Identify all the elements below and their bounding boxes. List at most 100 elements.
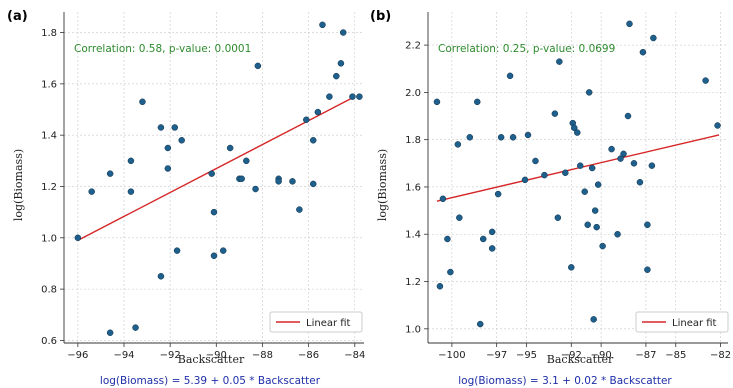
data-point	[494, 190, 502, 198]
x-tick-label: −95	[516, 350, 537, 361]
data-point	[639, 48, 647, 56]
data-point	[584, 221, 591, 229]
data-point	[574, 129, 581, 136]
data-point	[571, 124, 578, 132]
data-point	[447, 268, 454, 276]
data-point	[444, 235, 451, 243]
data-point	[208, 170, 215, 177]
data-point	[326, 93, 333, 100]
y-tick-label: 0.8	[41, 285, 57, 296]
data-point	[568, 264, 575, 271]
legend-a: Linear fit	[269, 311, 363, 333]
y-tick-label: 1.0	[41, 233, 57, 244]
legend-label-a: Linear fit	[306, 318, 351, 329]
data-point	[88, 188, 95, 195]
chart-panel-b: (b) −100 −97 −95 −92 −90 −87 −85 −82 1.0 1.2 1.4 1.…	[370, 9, 731, 387]
data-point	[556, 58, 563, 65]
data-point	[339, 29, 347, 36]
x-tick-label: −90	[591, 350, 612, 361]
data-point	[714, 122, 721, 129]
data-point	[173, 247, 181, 254]
data-point	[243, 157, 250, 165]
x-tick-label: −84	[344, 350, 365, 361]
data-point	[702, 77, 709, 84]
legend-label-b: Linear fit	[672, 318, 717, 329]
data-point	[456, 214, 463, 221]
ticks-b: −100 −97 −95 −92 −90 −87 −85 −82 1.0 1.2 1.4 1.6 1.8…	[405, 41, 731, 361]
x-tick-label: −92	[561, 350, 582, 361]
data-point	[599, 242, 606, 250]
x-tick-label: −90	[206, 350, 227, 361]
data-point	[644, 266, 651, 273]
data-point	[132, 324, 139, 331]
grid-a	[64, 12, 364, 343]
points-b	[433, 20, 721, 328]
x-tick-label: −100	[438, 350, 465, 361]
panel-letter-b: (b)	[370, 9, 391, 24]
y-tick-label: 1.2	[41, 182, 57, 193]
correlation-annotation-b: Correlation: 0.25, p-value: 0.0699	[438, 43, 615, 55]
x-tick-label: −96	[67, 350, 88, 361]
x-axis-label-a: Backscatter	[178, 353, 245, 366]
fit-line	[436, 134, 720, 202]
x-tick-label: −87	[635, 350, 656, 361]
y-tick-label: 1.8	[41, 28, 57, 39]
data-point	[252, 185, 259, 193]
y-tick-label: 1.0	[405, 324, 421, 335]
y-tick-label: 1.6	[41, 79, 57, 90]
data-point	[436, 283, 444, 290]
axes-a	[63, 12, 364, 344]
data-point	[541, 171, 548, 179]
data-point	[476, 320, 484, 328]
axes-b	[427, 12, 728, 344]
data-point	[591, 207, 599, 214]
legend-box-a	[269, 311, 363, 333]
data-point	[497, 134, 505, 141]
x-tick-label: −94	[113, 350, 134, 361]
data-point	[624, 112, 632, 120]
y-tick-label: 1.6	[405, 182, 421, 193]
data-point	[289, 178, 296, 185]
data-point	[474, 98, 481, 106]
y-tick-label: 2.0	[405, 88, 421, 99]
data-point	[614, 230, 621, 238]
data-point	[588, 164, 596, 172]
data-point	[506, 72, 514, 80]
data-point	[439, 195, 447, 203]
data-point	[626, 20, 633, 28]
ticks-a: −96 −94 −92 −90 −88 −86 −84 0.6 0.8 1.0 1.2 1.4 1.6 1…	[41, 28, 365, 361]
points-a	[74, 21, 363, 336]
y-tick-label: 2.2	[405, 41, 421, 52]
data-point	[562, 169, 569, 177]
data-point	[210, 208, 218, 216]
data-point	[650, 34, 657, 42]
x-tick-label: −88	[252, 350, 273, 361]
data-point	[127, 157, 135, 165]
legend-b: Linear fit	[635, 311, 729, 333]
data-point	[532, 157, 539, 165]
data-point	[296, 206, 303, 213]
data-point	[521, 176, 529, 184]
y-tick-label: 1.4	[41, 131, 57, 142]
data-point	[349, 93, 356, 100]
data-point	[303, 116, 310, 124]
data-point	[127, 188, 135, 195]
data-point	[454, 141, 462, 148]
fit-line-a	[77, 96, 356, 241]
x-axis-label-b: Backscatter	[547, 353, 614, 366]
legend-box-b	[635, 311, 729, 333]
data-point	[585, 89, 593, 96]
data-point	[157, 124, 165, 131]
x-tick-label: −86	[298, 350, 319, 361]
panel-letter-a: (a)	[7, 9, 28, 24]
data-point	[171, 124, 179, 131]
data-point	[210, 252, 218, 260]
data-point	[275, 178, 282, 185]
fit-line	[77, 96, 356, 241]
data-point	[593, 223, 600, 231]
data-point	[581, 188, 588, 195]
x-tick-label: −85	[665, 350, 686, 361]
data-point	[254, 62, 262, 70]
fit-equation-a: log(Biomass) = 5.39 + 0.05 * Backscatter	[100, 375, 321, 387]
